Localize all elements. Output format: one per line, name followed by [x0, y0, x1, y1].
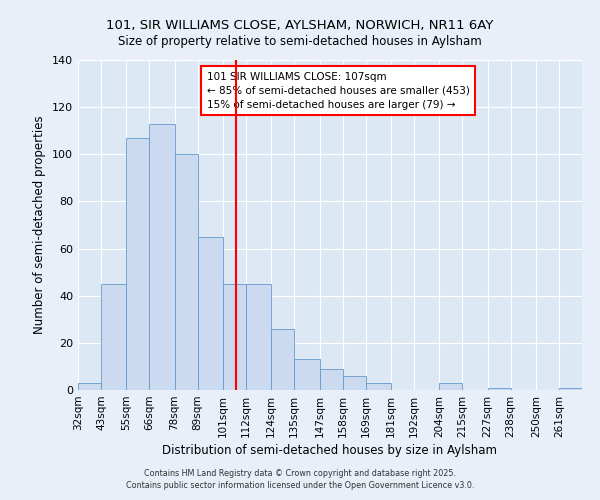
Bar	[246, 284, 271, 390]
Text: Contains HM Land Registry data © Crown copyright and database right 2025.
Contai: Contains HM Land Registry data © Crown c…	[126, 468, 474, 490]
Bar	[271, 328, 295, 390]
Y-axis label: Number of semi-detached properties: Number of semi-detached properties	[34, 116, 46, 334]
Bar	[343, 376, 366, 390]
Bar	[559, 388, 582, 390]
Bar	[127, 138, 149, 390]
Bar	[223, 284, 246, 390]
Bar	[295, 360, 320, 390]
Text: 101, SIR WILLIAMS CLOSE, AYLSHAM, NORWICH, NR11 6AY: 101, SIR WILLIAMS CLOSE, AYLSHAM, NORWIC…	[106, 20, 494, 32]
Bar	[101, 284, 127, 390]
Bar	[149, 124, 175, 390]
Bar	[366, 383, 391, 390]
Bar	[320, 369, 343, 390]
Bar	[439, 383, 463, 390]
X-axis label: Distribution of semi-detached houses by size in Aylsham: Distribution of semi-detached houses by …	[163, 444, 497, 457]
Bar	[488, 388, 511, 390]
Text: 101 SIR WILLIAMS CLOSE: 107sqm
← 85% of semi-detached houses are smaller (453)
1: 101 SIR WILLIAMS CLOSE: 107sqm ← 85% of …	[206, 72, 469, 110]
Bar	[175, 154, 198, 390]
Text: Size of property relative to semi-detached houses in Aylsham: Size of property relative to semi-detach…	[118, 34, 482, 48]
Bar	[78, 383, 101, 390]
Bar	[198, 237, 223, 390]
